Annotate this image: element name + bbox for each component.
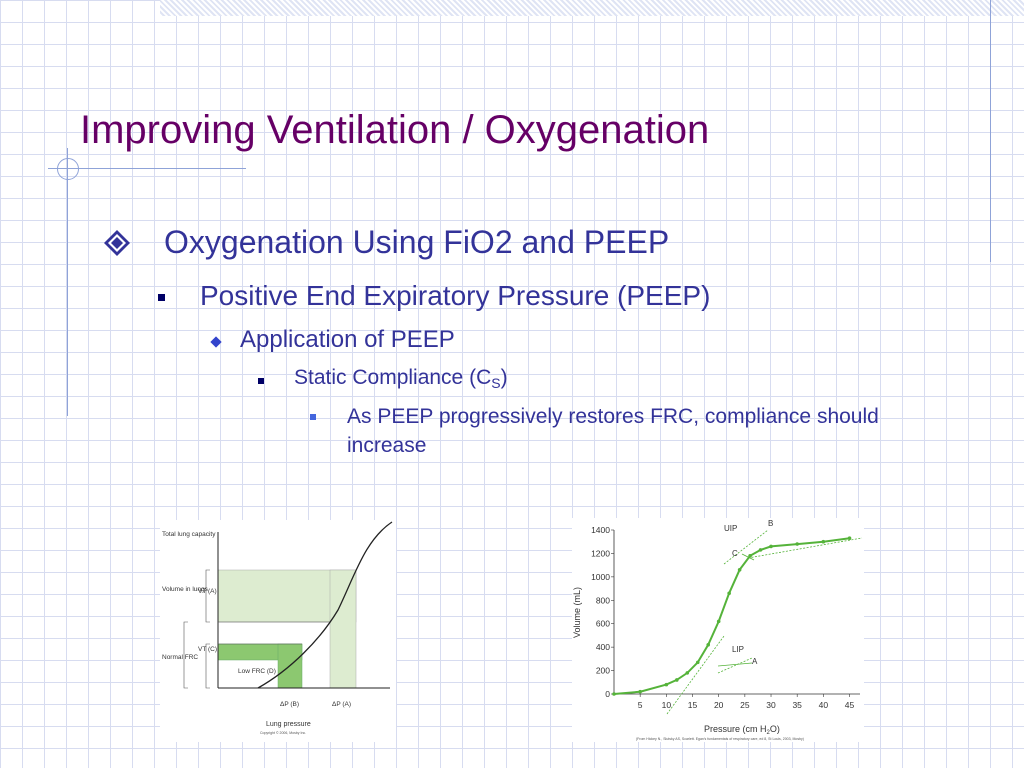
annotation-lip: LIP: [732, 645, 744, 654]
top-pattern-band: [160, 0, 1024, 16]
diamond-bullet-icon: [210, 336, 222, 348]
bullet-level-2: Positive End Expiratory Pressure (PEEP): [158, 280, 710, 312]
label-lung-pressure: Lung pressure: [266, 721, 311, 728]
x-tick-label: 5: [638, 700, 643, 710]
y-tick-label: 200: [596, 666, 610, 676]
data-point: [675, 678, 679, 682]
x-tick-label: 30: [766, 700, 776, 710]
x-tick-label: 10: [662, 700, 672, 710]
annotation-uip: UIP: [724, 524, 737, 533]
data-point: [638, 689, 642, 694]
y-tick-label: 1000: [591, 572, 610, 582]
y-tick-label: 400: [596, 642, 610, 652]
x-tick-label: 40: [819, 700, 829, 710]
label-low-frc: Low FRC (D): [238, 668, 276, 675]
decor-rule-vertical: [67, 148, 68, 416]
y-tick-label: 800: [596, 595, 610, 605]
x-tick-label: 25: [740, 700, 750, 710]
data-point: [821, 539, 826, 544]
y-tick-label: 1400: [591, 525, 610, 535]
bullet-level-3: Application of PEEP: [210, 326, 455, 354]
slide-title: Improving Ventilation / Oxygenation: [80, 108, 710, 152]
label-copyright: Copyright © 2006, Mosby Inc.: [260, 731, 306, 735]
data-point: [795, 542, 799, 546]
decor-rule-right: [990, 0, 991, 262]
pressure-volume-chart: 5 10 15 20 25 30 35 40 45 0 200 400 600 800 1000 1200 14…: [572, 518, 864, 742]
data-point: [664, 682, 669, 687]
bullet-level-5: As PEEP progressively restores FRC, comp…: [310, 402, 910, 460]
label-normal-frc: Normal FRC: [162, 654, 198, 661]
annotation-b: B: [768, 519, 773, 528]
source-note: (From Hickey N., Slutsky AS, Scarlett. E…: [636, 737, 804, 741]
data-point: [695, 660, 700, 665]
compliance-curve: [257, 521, 393, 689]
bullet-text: Positive End Expiratory Pressure (PEEP): [200, 280, 711, 311]
bullet-text: Oxygenation Using FiO2 and PEEP: [164, 224, 670, 260]
label-volume-in-lungs: Volume in lungs: [162, 586, 209, 593]
data-point: [847, 536, 852, 540]
square-bullet-icon: [158, 294, 165, 301]
data-point: [758, 548, 763, 552]
label-dp-b: ΔP (B): [280, 701, 299, 708]
data-point: [706, 643, 711, 647]
y-tick-label: 0: [605, 689, 610, 699]
pressure-volume-curve: [613, 537, 850, 695]
bullet-level-4: Static Compliance (CS): [258, 366, 508, 391]
label-total-lung-capacity: Total lung capacity: [162, 531, 216, 538]
y-tick-label: 600: [596, 619, 610, 629]
x-tick-label: 35: [792, 700, 802, 710]
annotation-a: A: [752, 657, 758, 666]
x-tick-label: 20: [714, 700, 724, 710]
data-point: [727, 591, 731, 596]
dp-a-area: [329, 569, 357, 689]
data-point: [737, 568, 742, 572]
label-vt-c: VT (C): [198, 646, 217, 653]
diamond-bullet-icon: [104, 230, 130, 256]
lung-volume-diagram: Total lung capacity Volume in lungs VT (…: [160, 520, 396, 742]
bullet-text: As PEEP progressively restores FRC, comp…: [347, 405, 879, 457]
bullet-text: Static Compliance (CS): [294, 366, 508, 391]
x-tick-label: 45: [845, 700, 855, 710]
y-axis-label: Volume (mL): [572, 587, 582, 638]
square-bullet-icon: [310, 414, 316, 420]
data-point: [748, 553, 752, 558]
annotation-c: C: [732, 549, 738, 558]
label-vt-a: VT (A): [198, 588, 217, 595]
data-point: [612, 692, 616, 696]
y-tick-label: 1200: [591, 548, 610, 558]
x-axis-label: Pressure (cm H2O): [704, 724, 780, 736]
data-point: [685, 671, 690, 675]
label-dp-a: ΔP (A): [332, 701, 351, 708]
decor-rule-horizontal: [48, 168, 246, 169]
bullet-text: Application of PEEP: [240, 326, 455, 353]
decor-circle: [57, 158, 79, 180]
square-bullet-icon: [258, 378, 264, 384]
bullet-level-1: Oxygenation Using FiO2 and PEEP: [104, 224, 669, 261]
data-point: [716, 619, 721, 624]
data-point: [769, 544, 773, 549]
x-tick-label: 15: [688, 700, 698, 710]
